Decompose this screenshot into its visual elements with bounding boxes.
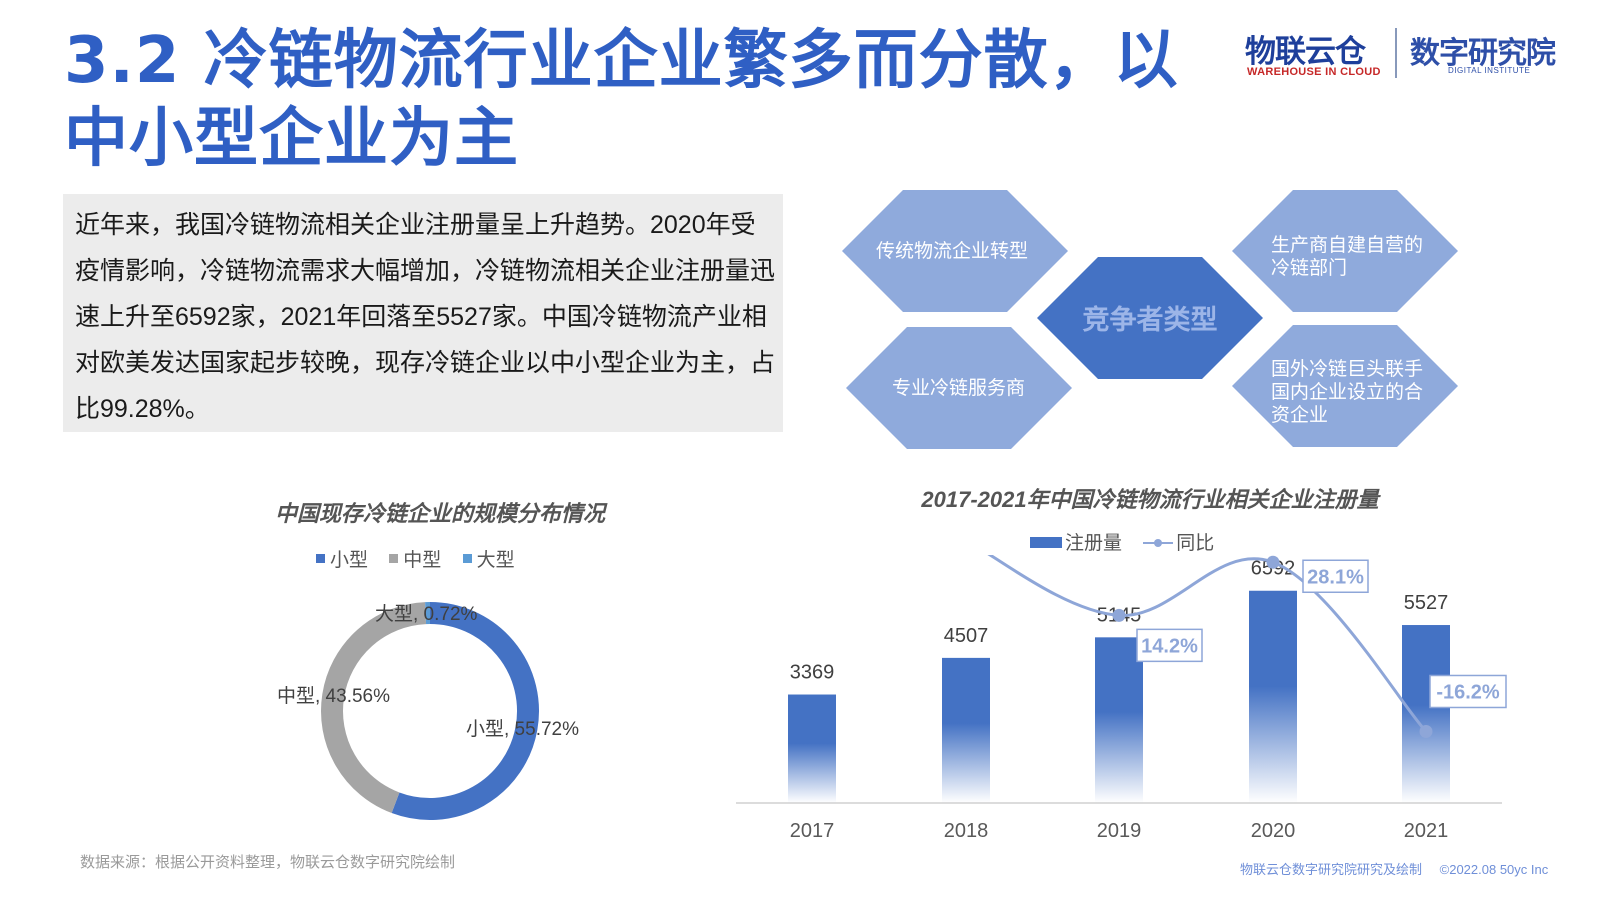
bar-label-2017: 3369 xyxy=(790,662,835,684)
institute-name: 数字研究院 xyxy=(1410,36,1556,71)
bar-2018 xyxy=(942,657,990,803)
hex-label-top-right: 生产商自建自营的冷链部门 xyxy=(1271,235,1424,279)
data-label-large: 大型, 0.72% xyxy=(375,603,478,625)
legend-swatch-medium xyxy=(389,554,399,564)
bar-legend: 注册量 同比 xyxy=(1030,528,1230,555)
x-tick-2021: 2021 xyxy=(1404,820,1449,842)
slice-small xyxy=(391,602,539,820)
x-tick-2019: 2019 xyxy=(1097,820,1142,842)
yoy-label-2019: 14.2% xyxy=(1141,635,1198,657)
donut-chart-title: 中国现存冷链企业的规模分布情况 xyxy=(274,501,605,526)
legend-label-medium: 中型 xyxy=(403,550,442,571)
bar-label-2021: 5527 xyxy=(1404,592,1449,614)
legend-swatch-large xyxy=(462,554,472,564)
page-title: 3.2 冷链物流行业企业繁多而分散，以中小型企业为主 xyxy=(64,24,1179,176)
bar-label-2018: 4507 xyxy=(944,625,989,647)
footer-credit: 物联云仓数字研究院研究及绘制 xyxy=(1240,862,1423,877)
x-tick-2018: 2018 xyxy=(944,820,989,842)
data-label-medium: 中型, 43.56% xyxy=(277,685,390,707)
legend-swatch-bar xyxy=(1030,537,1062,549)
brand-name: 物联云仓 xyxy=(1245,34,1366,70)
institute-english: DIGITAL INSTITUTE xyxy=(1448,66,1531,75)
hex-label-top-left: 传统物流企业转型 xyxy=(876,241,1029,262)
yoy-point-2020 xyxy=(1266,555,1280,569)
yoy-label-2020: 28.1% xyxy=(1307,566,1364,588)
bar-2020 xyxy=(1249,590,1297,803)
intro-box: 近年来，我国冷链物流相关企业注册量呈上升趋势。2020年受疫情影响，冷链物流需求… xyxy=(63,194,783,432)
legend-label-yoy: 同比 xyxy=(1176,533,1215,554)
data-label-small: 小型, 55.72% xyxy=(466,718,579,740)
donut-chart: 小型, 55.72% 中型, 43.56% 大型, 0.72% xyxy=(277,602,579,820)
hex-label-center: 竞争者类型 xyxy=(1082,305,1218,335)
yoy-label-box-2019 xyxy=(1136,628,1203,663)
bar-chart-title: 2017-2021年中国冷链物流行业相关企业注册量 xyxy=(921,487,1379,512)
legend-label-small: 小型 xyxy=(330,550,369,571)
slice-medium xyxy=(321,602,427,814)
legend-item-large: 大型 xyxy=(462,545,515,572)
logo-divider xyxy=(1395,28,1397,78)
footer: 物联云仓数字研究院研究及绘制 ©2022.08 50yc Inc xyxy=(1240,859,1562,878)
donut-legend: 小型 中型 大型 xyxy=(316,545,531,572)
legend-swatch-line xyxy=(1143,537,1174,549)
legend-label-registrations: 注册量 xyxy=(1065,533,1123,554)
bar-2021 xyxy=(1402,625,1450,803)
x-tick-2017: 2017 xyxy=(790,820,835,842)
legend-item-yoy: 同比 xyxy=(1143,528,1214,555)
hex-label-bottom-left: 专业冷链服务商 xyxy=(892,378,1026,399)
intro-text: 近年来，我国冷链物流相关企业注册量呈上升趋势。2020年受疫情影响，冷链物流需求… xyxy=(75,211,776,423)
x-tick-2020: 2020 xyxy=(1251,820,1296,842)
legend-item-registrations: 注册量 xyxy=(1030,528,1122,555)
bar-chart: 3369201745072018514520196592202055272021… xyxy=(736,555,1507,842)
legend-label-large: 大型 xyxy=(476,550,515,571)
yoy-label-2021: -16.2% xyxy=(1436,681,1500,703)
institute-logo: 数字研究院 DIGITAL INSTITUTE xyxy=(1410,18,1580,88)
yoy-point-2021 xyxy=(1419,724,1433,738)
legend-item-medium: 中型 xyxy=(389,545,441,572)
legend-item-small: 小型 xyxy=(316,545,368,572)
bar-2017 xyxy=(788,694,836,803)
brand-logo: 物联云仓 WAREHOUSE IN CLOUD xyxy=(1245,18,1390,88)
hex-label-bottom-right: 国外冷链巨头联手国内企业设立的合资企业 xyxy=(1271,359,1424,426)
logo: 物联云仓 WAREHOUSE IN CLOUD 数字研究院 DIGITAL IN… xyxy=(1245,18,1580,88)
data-source: 数据来源：根据公开资料整理，物联云仓数字研究院绘制 xyxy=(80,854,456,871)
yoy-line xyxy=(987,555,1428,733)
yoy-label-box-2021 xyxy=(1429,674,1507,709)
bar-2019 xyxy=(1095,637,1143,803)
yoy-label-box-2020 xyxy=(1302,559,1369,594)
legend-swatch-small xyxy=(316,554,325,564)
brand-english: WAREHOUSE IN CLOUD xyxy=(1247,66,1381,78)
footer-copyright: ©2022.08 50yc Inc xyxy=(1439,862,1549,877)
yoy-point-2019 xyxy=(1112,608,1126,622)
